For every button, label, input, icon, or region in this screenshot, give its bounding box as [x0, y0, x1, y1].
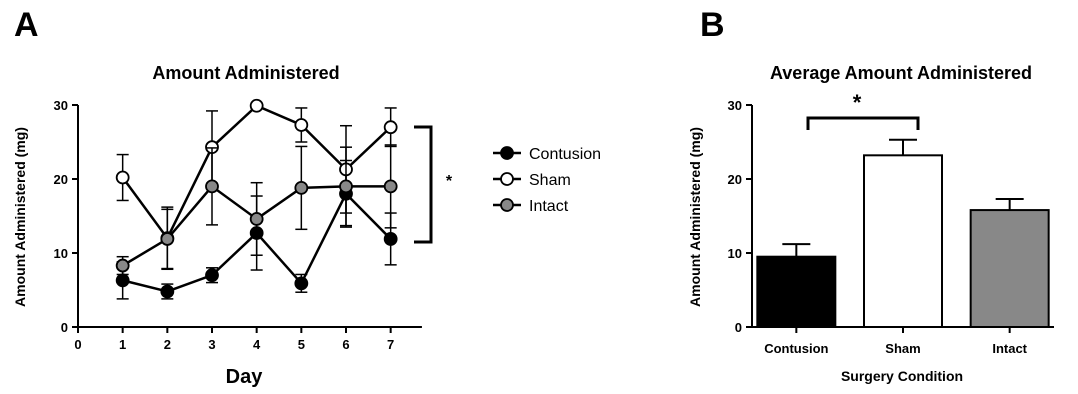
legend-sham-label: Sham — [529, 172, 571, 189]
series-contusion-point — [383, 232, 398, 246]
series-contusion-point — [160, 284, 175, 299]
legend-contusion-marker — [500, 146, 514, 160]
panel-a-y-tick-label: 30 — [54, 98, 68, 113]
series-intact-point — [205, 179, 219, 194]
panel-a-x-tick-label: 5 — [298, 337, 305, 352]
bar-intact — [969, 209, 1050, 328]
panel-b-y-tick-label: 30 — [728, 98, 742, 113]
bar-contusion — [756, 255, 837, 329]
panel-a-x-tick-label: 7 — [387, 337, 394, 352]
series-contusion-point — [294, 276, 309, 291]
series-intact-point — [160, 232, 175, 246]
series-sham-point — [115, 170, 130, 185]
panel-b-plot — [756, 138, 1050, 329]
legend-contusion-label: Contusion — [529, 146, 601, 163]
legend-sham-marker — [500, 172, 514, 186]
series-contusion-point — [115, 273, 130, 288]
panel-a-x-tick-label: 1 — [119, 337, 126, 352]
panel-b-letter: B — [700, 6, 725, 44]
legend-intact-marker — [500, 198, 514, 212]
panel-a-significance-label: * — [446, 173, 453, 190]
legend-intact-label: Intact — [529, 198, 569, 215]
panel-b-ylabel: Amount Administered (mg) — [687, 127, 703, 307]
panel-a-y-tick-label: 0 — [61, 320, 68, 335]
series-intact-point — [294, 180, 309, 195]
panel-a-x-tick-label: 2 — [164, 337, 171, 352]
series-intact-point — [249, 212, 264, 226]
series-intact — [115, 144, 398, 276]
panel-b-significance-label: * — [853, 90, 862, 115]
series-intact-point — [383, 179, 398, 194]
panel-a-x-tick-label: 3 — [208, 337, 215, 352]
panel-a-axes: 0 10 20 30 0 1 2 3 4 5 6 7 — [54, 98, 422, 352]
series-sham-point — [249, 98, 264, 113]
panel-a-plot — [115, 98, 398, 300]
panel-b-x-tick-label: Intact — [992, 341, 1027, 356]
panel-a-legend: Contusion Sham Intact — [493, 146, 601, 215]
bar-sham — [863, 154, 943, 328]
series-sham-point — [383, 120, 398, 135]
panel-a-significance-bracket — [414, 125, 433, 244]
panel-b-significance-bracket — [806, 116, 920, 130]
panel-a-x-tick-label: 4 — [253, 337, 261, 352]
series-intact-point — [115, 258, 130, 273]
panel-b-x-tick-label: Sham — [885, 341, 920, 356]
series-sham-point — [294, 118, 309, 132]
panel-b-y-tick-label: 10 — [728, 246, 742, 261]
panel-a-x-tick-label: 6 — [342, 337, 349, 352]
panel-a-letter: A — [14, 6, 39, 44]
panel-a-xlabel: Day — [226, 366, 264, 388]
panel-a-ylabel: Amount Administered (mg) — [12, 127, 28, 307]
panel-b-y-tick-label: 0 — [735, 320, 742, 335]
panel-a-x-tick-label: 0 — [74, 337, 81, 352]
panel-a-y-tick-label: 20 — [54, 172, 68, 187]
series-contusion-point — [205, 268, 219, 283]
panel-b-title: Average Amount Administered — [770, 63, 1032, 83]
series-intact-point — [339, 179, 353, 194]
panel-b-y-tick-label: 20 — [728, 172, 742, 187]
panel-b-xlabel: Surgery Condition — [841, 368, 963, 384]
panel-b-x-tick-label: Contusion — [764, 341, 828, 356]
panel-a-y-tick-label: 10 — [54, 246, 68, 261]
panel-a-title: Amount Administered — [152, 63, 339, 83]
